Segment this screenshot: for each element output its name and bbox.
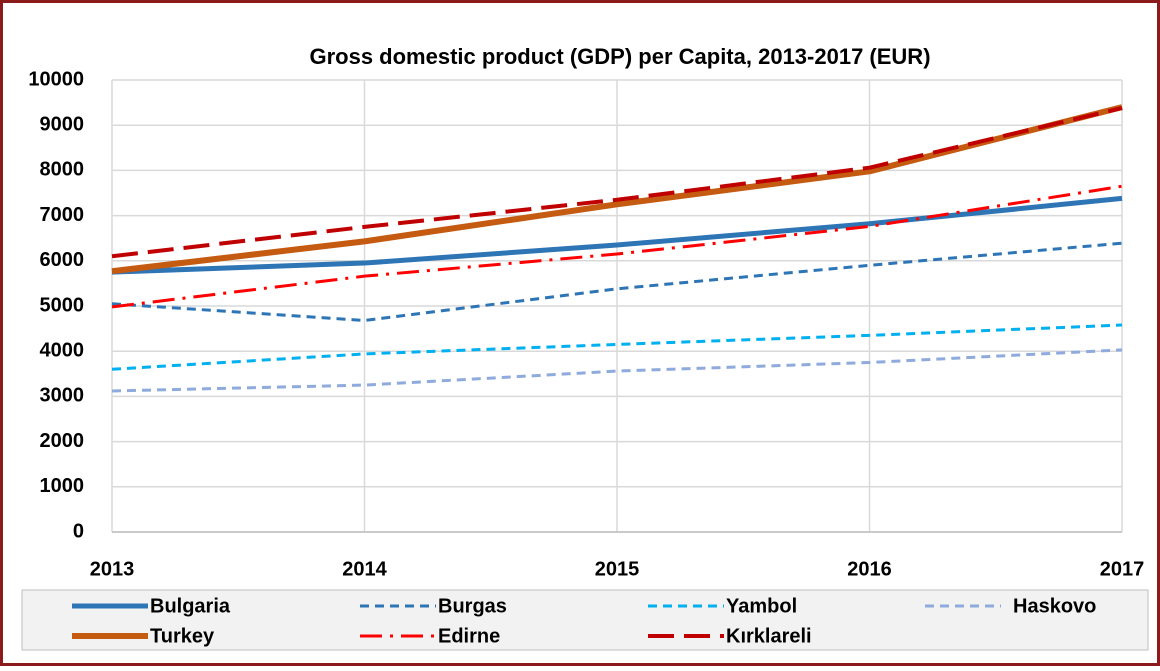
series-line <box>111 184 1123 309</box>
y-tick-label: 2000 <box>40 430 85 452</box>
chart-title: Gross domestic product (GDP) per Capita,… <box>309 44 930 69</box>
legend-label: Bulgaria <box>150 595 231 617</box>
legend-label: Burgas <box>438 595 507 617</box>
legend-label: Yambol <box>726 595 797 617</box>
y-tick-label: 9000 <box>40 113 85 135</box>
legend-label: Kırklareli <box>726 625 812 647</box>
y-tick-label: 10000 <box>28 68 84 90</box>
y-tick-label: 0 <box>73 520 84 542</box>
series-line <box>111 323 1123 371</box>
y-tick-label: 4000 <box>40 339 85 361</box>
y-tick-label: 8000 <box>40 159 85 181</box>
y-tick-label: 7000 <box>40 204 85 226</box>
y-tick-label: 1000 <box>40 475 85 497</box>
y-tick-label: 5000 <box>40 294 85 316</box>
x-tick-label: 2017 <box>1100 558 1145 580</box>
x-tick-label: 2015 <box>595 558 640 580</box>
y-tick-label: 3000 <box>40 385 85 407</box>
x-tick-label: 2013 <box>90 558 135 580</box>
series-line <box>111 195 1123 275</box>
legend-box <box>21 589 1149 651</box>
series-line <box>111 104 1123 275</box>
x-tick-label: 2014 <box>342 558 387 580</box>
y-tick-label: 6000 <box>40 249 85 271</box>
series-line <box>111 348 1123 393</box>
legend-label: Edirne <box>438 625 500 647</box>
series-line <box>111 241 1123 322</box>
series-line <box>111 106 1123 259</box>
x-tick-label: 2016 <box>847 558 892 580</box>
legend-label: Haskovo <box>1013 595 1096 617</box>
legend-label: Turkey <box>150 625 215 647</box>
